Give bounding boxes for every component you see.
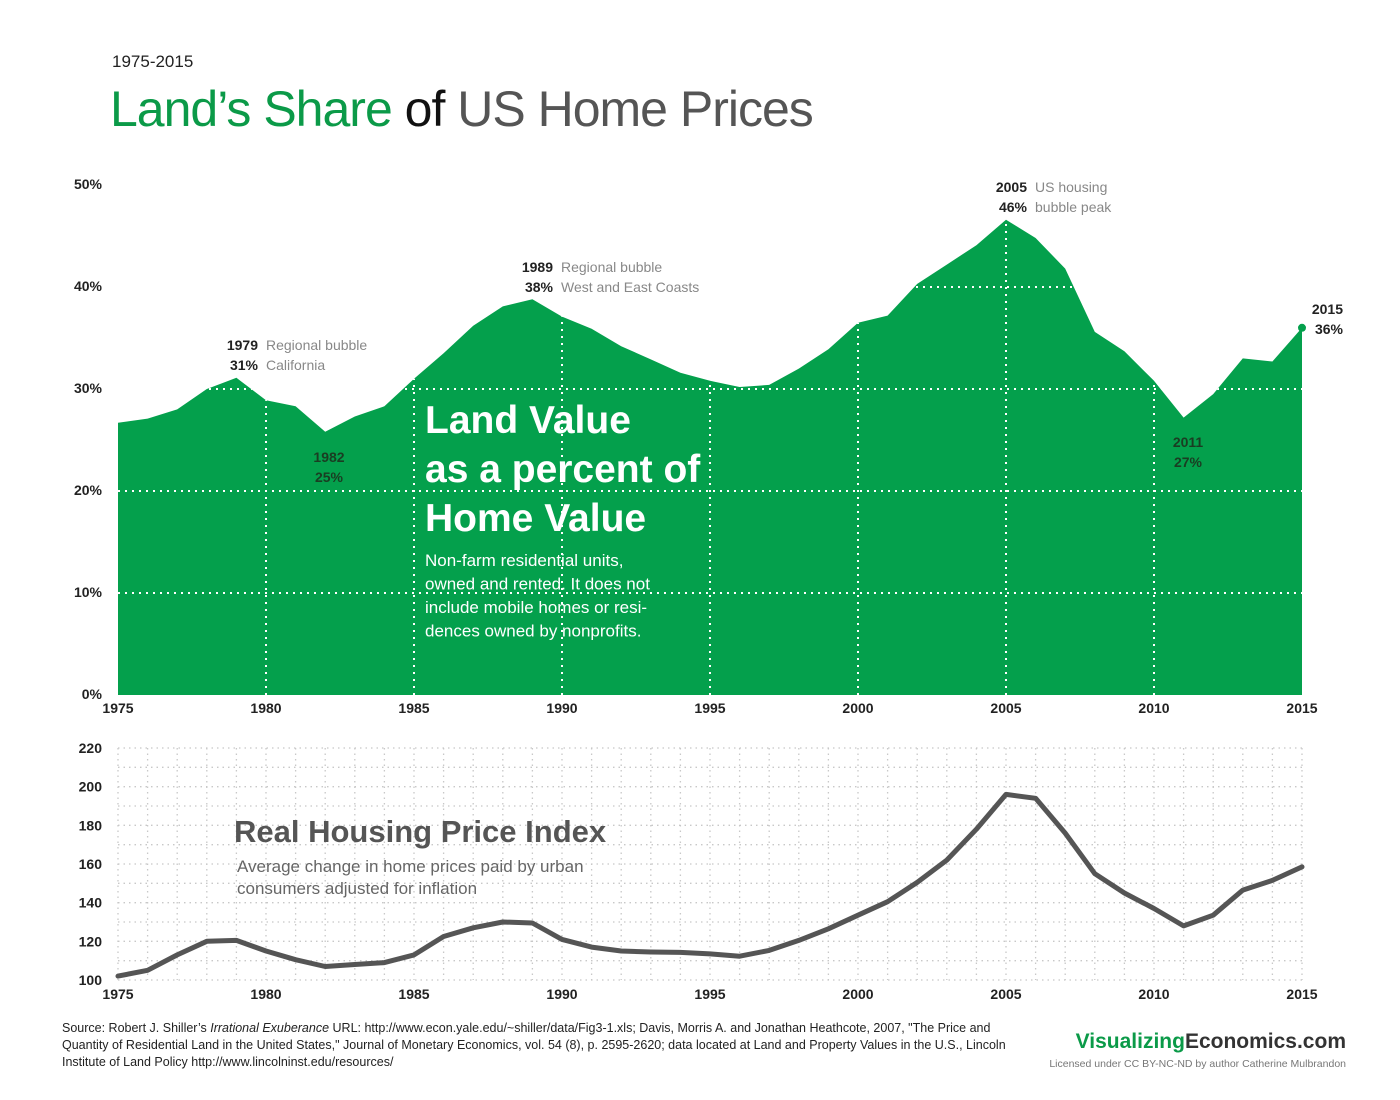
line-x-tick-label: 2005 [990,986,1021,1002]
line-x-tick-label: 1990 [546,986,577,1002]
area-chart-description-line: owned and rented. It does not [425,575,650,594]
area-x-tick-label: 1995 [694,700,725,716]
area-y-tick-label: 50% [74,176,103,192]
title-part-us-home-prices: US Home Prices [457,81,814,137]
land-share-end-point [1298,323,1306,332]
annotation-year: 1982 [313,449,344,465]
annotation-note: bubble peak [1035,199,1112,215]
annotation-note: West and East Coasts [561,279,699,295]
annotation-note: Regional bubble [266,337,367,353]
area-chart-title-line: as a percent of [425,448,701,491]
line-chart-title: Real Housing Price Index [234,814,607,849]
line-y-tick-label: 100 [79,972,103,988]
annotation-value: 46% [999,199,1028,215]
line-y-tick-label: 140 [79,895,103,911]
line-chart-description-line: consumers adjusted for inflation [237,879,477,898]
line-y-tick-label: 220 [79,740,103,756]
brand-green-part: Visualizing [1075,1030,1185,1053]
line-y-tick-label: 180 [79,817,103,833]
area-y-tick-label: 40% [74,278,103,294]
brand-dark-part: Economics.com [1184,1030,1346,1053]
area-x-tick-label: 1980 [250,700,281,716]
area-x-tick-label: 2010 [1138,700,1169,716]
line-x-tick-label: 2010 [1138,986,1169,1002]
area-x-tick-label: 1985 [398,700,429,716]
line-x-tick-label: 1985 [398,986,429,1002]
area-y-tick-label: 30% [74,380,103,396]
area-x-tick-label: 1975 [102,700,133,716]
title-part-land-share: Land’s Share [110,81,393,137]
line-y-tick-label: 120 [79,933,103,949]
line-x-tick-label: 1995 [694,986,725,1002]
line-x-tick-label: 1975 [102,986,133,1002]
chart-title: Land’s Share of US Home Prices [110,80,814,138]
housing-price-index-line [115,791,1305,979]
area-x-tick-label: 2000 [842,700,873,716]
line-chart-description-line: Average change in home prices paid by ur… [237,857,584,876]
annotation-value: 36% [1315,321,1344,337]
title-part-of: of [404,81,446,137]
line-x-tick-label: 1980 [250,986,281,1002]
area-x-tick-label: 2005 [990,700,1021,716]
annotation-year: 2015 [1312,301,1343,317]
annotation-year: 1989 [522,259,553,275]
line-x-tick-label: 2000 [842,986,873,1002]
area-y-tick-label: 0% [82,686,103,702]
brand-logo: VisualizingEconomics.com [1076,1030,1346,1054]
annotation-value: 27% [1174,454,1203,470]
annotation-year: 2011 [1173,434,1204,450]
line-y-tick-label: 160 [79,856,103,872]
source-note: Source: Robert J. Shiller’s Irrational E… [62,1020,1022,1071]
area-chart-description-line: dences owned by nonprofits. [425,622,641,641]
annotation-value: 31% [230,357,259,373]
annotation-note: US housing [1035,179,1107,195]
area-x-tick-label: 2015 [1286,700,1317,716]
annotation-value: 25% [315,469,344,485]
source-prefix: Source: Robert J. Shiller’s [62,1021,211,1035]
annotation-note: California [266,357,325,373]
area-y-tick-label: 20% [74,482,103,498]
license-note: Licensed under CC BY-NC-ND by author Cat… [1049,1058,1346,1070]
area-chart-description-line: Non-farm residential units, [425,551,623,570]
annotation-note: Regional bubble [561,259,662,275]
source-rest: URL: http://www.econ.yale.edu/~shiller/d… [62,1021,1006,1069]
line-y-tick-label: 200 [79,779,103,795]
land-share-area [118,219,1302,695]
area-chart-title-line: Land Value [425,399,631,442]
chart-subtitle: 1975-2015 [112,52,194,71]
line-x-tick-label: 2015 [1286,986,1317,1002]
area-y-tick-label: 10% [74,584,103,600]
annotation-year: 2005 [996,179,1027,195]
area-chart-title-line: Home Value [425,497,646,540]
source-book-title: Irrational Exuberance [210,1021,330,1035]
annotation-value: 38% [525,279,554,295]
annotation-year: 1979 [227,337,258,353]
area-chart-description-line: include mobile homes or resi- [425,598,647,617]
area-x-tick-label: 1990 [546,700,577,716]
